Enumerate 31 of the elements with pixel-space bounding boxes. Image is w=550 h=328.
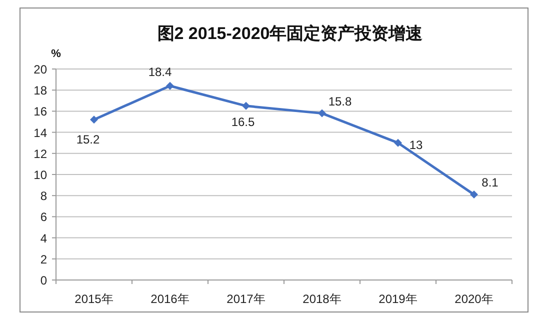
- y-tick-label: 4: [40, 231, 48, 246]
- y-axis-title: %: [51, 48, 62, 60]
- point: [394, 138, 402, 147]
- data-label: 15.8: [328, 94, 352, 108]
- data-label: 8.1: [482, 176, 499, 190]
- y-tick-label: 10: [34, 168, 48, 182]
- x-tick-label: 2017年: [226, 292, 266, 306]
- point: [318, 109, 326, 118]
- x-tick-label: 2015年: [74, 292, 114, 306]
- x-tick-label: 2020年: [454, 292, 494, 306]
- y-tick-label: 14: [34, 126, 48, 140]
- x-tick-label: 2019年: [378, 292, 418, 306]
- point: [242, 102, 250, 110]
- chart-title: 图2 2015-2020年固定资产投资增速: [157, 24, 423, 43]
- y-tick-label: 6: [40, 210, 48, 224]
- data-label: 16.5: [231, 114, 255, 129]
- y-tick-label: 2: [40, 252, 48, 266]
- y-tick-label: 8: [40, 189, 48, 204]
- y-tick-label: 12: [34, 146, 48, 161]
- point: [166, 82, 174, 90]
- y-tick-label: 16: [34, 104, 48, 119]
- y-tick-label: 0: [40, 274, 48, 288]
- data-label: 13: [409, 138, 423, 152]
- x-tick-label: 2016年: [150, 292, 190, 306]
- data-label: 18.4: [148, 64, 172, 79]
- data-label: 15.2: [76, 132, 100, 147]
- point: [90, 116, 98, 124]
- point: [470, 190, 478, 199]
- x-tick-label: 2018年: [302, 292, 342, 306]
- y-tick-label: 18: [34, 84, 48, 98]
- y-tick-label: 20: [34, 62, 48, 76]
